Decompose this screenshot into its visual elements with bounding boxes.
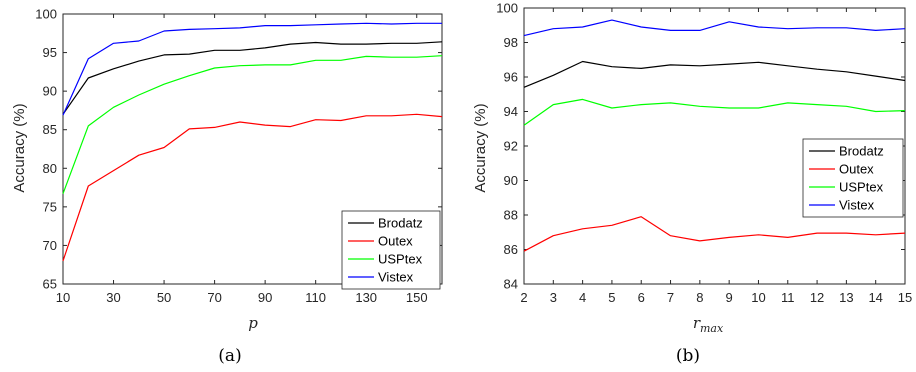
chart-b-legend [802, 138, 904, 218]
chart-b-xlabel-main: r [693, 314, 701, 332]
chart-a-y-tick-label: 100 [35, 7, 57, 22]
chart-a-x-tick-label: 50 [157, 290, 171, 305]
chart-b-x-tick-label: 13 [839, 290, 853, 305]
chart-b-x-tick-label: 15 [898, 290, 912, 305]
chart-a-legend-label: Brodatz [378, 216, 423, 231]
chart-a-x-tick-label: 150 [406, 290, 428, 305]
chart-b-x-tick-label: 12 [810, 290, 824, 305]
chart-b-x-tick-label: 9 [726, 290, 733, 305]
chart-a-xlabel: p [248, 314, 258, 332]
chart-a-y-tick-label: 85 [43, 122, 57, 137]
chart-a-y-tick-label: 90 [43, 84, 57, 99]
chart-b-series-usptex [523, 98, 906, 126]
chart-b-caption: (b) [676, 346, 700, 366]
chart-a-caption: (a) [218, 346, 241, 366]
chart-b-y-tick-label: 94 [504, 104, 518, 119]
chart-b-y-tick-label: 98 [504, 35, 518, 50]
chart-b-x-tick-label: 3 [550, 290, 557, 305]
chart-a-y-tick-label: 95 [43, 45, 57, 60]
chart-b-y-tick-label: 84 [504, 277, 518, 292]
chart-a: Accuracy (%) p (a) 10 30 50 70 90 110 130 150 65… [11, 7, 443, 366]
chart-b-x-tick-label: 11 [781, 290, 795, 305]
chart-a-x-tick-label: 130 [355, 290, 377, 305]
chart-b-series-outex [523, 216, 906, 252]
chart-b: Accuracy (%) rmax (b) 2 3 4 5 6 7 8 9 10 11 12 13 14… [472, 1, 912, 367]
chart-b-x-tick-label: 2 [520, 290, 527, 305]
chart-a-legend-label: USPtex [378, 252, 423, 267]
chart-b-xlabel-sub: max [700, 322, 724, 335]
chart-a-x-tick-label: 90 [258, 290, 272, 305]
chart-b-legend-label: USPtex [839, 180, 884, 195]
chart-a-x-tick-label: 70 [207, 290, 221, 305]
chart-b-series-vistex [523, 19, 906, 37]
chart-b-y-tick-label: 100 [496, 1, 518, 16]
chart-b-x-tick-label: 10 [751, 290, 765, 305]
chart-a-x-tick-label: 110 [305, 290, 326, 305]
chart-b-legend-label: Outex [839, 162, 874, 177]
chart-a-plot-frame [62, 13, 443, 285]
chart-a-y-tick-label: 70 [43, 238, 57, 253]
chart-b-x-tick-label: 8 [696, 290, 703, 305]
chart-b-x-tick-label: 14 [868, 290, 882, 305]
chart-a-y-tick-label: 80 [43, 161, 57, 176]
chart-a-y-tick-label: 65 [43, 277, 57, 292]
chart-a-series-vistex [62, 22, 442, 116]
chart-a-series-outex [62, 113, 443, 262]
chart-a-x-tick-label: 30 [106, 290, 120, 305]
chart-b-x-tick-label: 6 [638, 290, 645, 305]
chart-b-x-tick-label: 7 [667, 290, 674, 305]
chart-b-y-tick-label: 92 [504, 139, 518, 154]
chart-a-legend-label: Vistex [378, 270, 414, 285]
chart-b-x-tick-label: 5 [608, 290, 615, 305]
chart-a-series-usptex [62, 55, 443, 194]
chart-a-y-tick-label: 75 [43, 199, 57, 214]
chart-a-legend-label: Outex [378, 234, 413, 249]
chart-a-series-brodatz [62, 41, 443, 115]
chart-b-xlabel: rmax [693, 314, 724, 335]
chart-a-x-tick-label: 10 [56, 290, 70, 305]
chart-b-y-tick-label: 90 [504, 173, 518, 188]
chart-b-y-tick-label: 88 [504, 208, 518, 223]
chart-b-series-brodatz [523, 60, 906, 88]
chart-b-y-tick-label: 96 [504, 70, 518, 85]
chart-b-y-tick-label: 86 [504, 242, 518, 257]
chart-b-legend-label: Brodatz [839, 144, 884, 159]
chart-b-ylabel: Accuracy (%) [472, 103, 489, 192]
chart-a-legend [341, 210, 441, 290]
chart-b-x-tick-label: 4 [579, 290, 586, 305]
chart-a-ylabel: Accuracy (%) [11, 103, 28, 192]
chart-b-legend-label: Vistex [839, 198, 875, 213]
